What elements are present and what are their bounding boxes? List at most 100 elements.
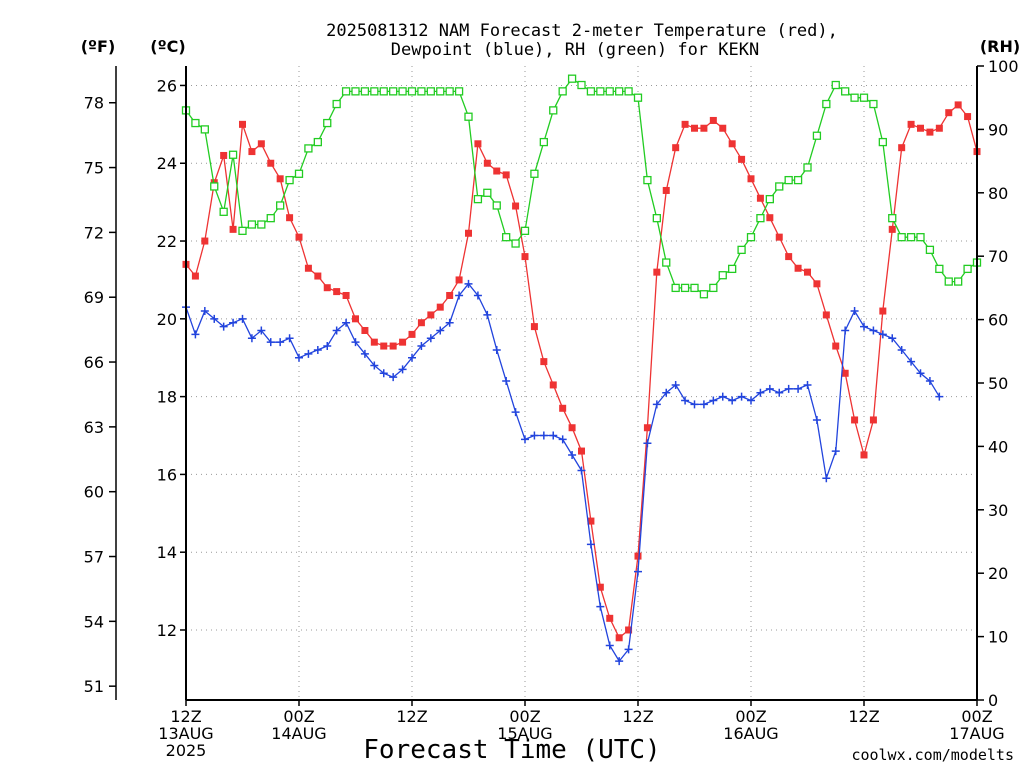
- grid-lines: [186, 66, 977, 700]
- data-point: [436, 303, 444, 311]
- data-point: [624, 645, 633, 654]
- data-point: [567, 74, 577, 83]
- data-point: [512, 202, 520, 210]
- fahrenheit-tick-label: 66: [84, 353, 104, 372]
- data-point: [728, 140, 736, 148]
- data-point: [963, 264, 972, 274]
- data-point: [634, 567, 642, 576]
- data-point: [474, 140, 482, 148]
- data-point: [304, 264, 312, 272]
- data-point: [492, 345, 501, 354]
- fahrenheit-tick-label: 72: [84, 223, 104, 242]
- data-point: [945, 109, 953, 117]
- data-point: [445, 87, 454, 96]
- data-point: [878, 137, 887, 147]
- data-point: [822, 99, 831, 109]
- celsius-tick-label: 22: [157, 232, 177, 251]
- data-point: [228, 150, 238, 159]
- data-point: [238, 314, 247, 323]
- data-point: [596, 87, 605, 96]
- data-point: [276, 338, 285, 347]
- data-point: [643, 424, 651, 432]
- data-point: [379, 369, 388, 378]
- data-point: [530, 431, 539, 440]
- data-point: [483, 310, 492, 319]
- data-point: [370, 338, 378, 346]
- data-point: [662, 186, 670, 194]
- data-point: [587, 517, 595, 525]
- data-point: [860, 322, 868, 331]
- data-point: [831, 80, 840, 90]
- x-tick-label: 17AUG: [949, 724, 1004, 743]
- data-point: [521, 253, 529, 261]
- data-point: [408, 353, 416, 362]
- unit-label-fahrenheit: (ºF): [81, 37, 116, 56]
- data-point: [897, 345, 906, 354]
- data-point: [624, 87, 633, 96]
- data-point: [718, 271, 727, 280]
- rh-tick-label: 20: [988, 564, 1008, 583]
- data-point: [398, 87, 407, 96]
- data-point: [493, 167, 501, 175]
- data-point: [549, 431, 558, 440]
- celsius-tick-label: 18: [157, 388, 177, 407]
- data-point: [643, 175, 652, 185]
- data-point: [559, 404, 567, 412]
- fahrenheit-tick-label: 57: [84, 548, 104, 567]
- data-point: [389, 87, 398, 96]
- x-axis-label: Forecast Time (UTC): [363, 735, 660, 765]
- x-tick-label: 15AUG: [497, 724, 552, 743]
- data-point: [285, 175, 294, 185]
- rh-tick-label: 70: [988, 247, 1008, 266]
- data-point: [502, 377, 511, 386]
- data-point: [257, 326, 266, 335]
- data-point: [333, 288, 341, 296]
- data-point: [916, 369, 925, 378]
- data-point: [238, 226, 247, 235]
- data-point: [483, 188, 492, 197]
- data-point: [266, 214, 275, 223]
- data-point: [323, 118, 332, 128]
- x-tick-label: 14AUG: [271, 724, 326, 743]
- data-point: [530, 323, 538, 331]
- data-point: [606, 614, 614, 622]
- data-point: [850, 93, 859, 102]
- data-point: [784, 175, 793, 185]
- data-point: [671, 380, 680, 389]
- data-point: [803, 163, 812, 172]
- data-point: [352, 315, 359, 323]
- data-point: [681, 120, 689, 128]
- data-point: [577, 80, 586, 90]
- data-point: [351, 87, 360, 96]
- celsius-tick-label: 26: [157, 76, 177, 95]
- data-point: [690, 283, 699, 293]
- fahrenheit-tick-label: 78: [84, 94, 104, 113]
- data-point: [681, 396, 690, 405]
- x-tick-label: 13AUG: [158, 724, 213, 743]
- data-point: [483, 159, 491, 167]
- data-point: [210, 182, 219, 191]
- fahrenheit-tick-label: 60: [84, 483, 104, 502]
- data-point: [775, 233, 783, 241]
- data-point: [765, 194, 774, 204]
- data-point: [568, 424, 576, 432]
- data-point: [596, 583, 604, 591]
- series-line: [185, 103, 978, 639]
- x-tick-label: 00Z: [509, 707, 540, 726]
- data-point: [906, 233, 916, 242]
- x-tick-label: 12Z: [622, 707, 653, 726]
- data-point: [229, 225, 237, 233]
- data-point: [869, 326, 878, 335]
- data-point: [360, 87, 370, 96]
- data-point: [841, 87, 850, 96]
- data-point: [342, 291, 350, 299]
- data-point: [295, 233, 303, 241]
- data-point: [266, 338, 275, 347]
- data-point: [916, 233, 925, 242]
- data-point: [728, 396, 737, 405]
- data-point: [926, 128, 934, 136]
- data-point: [436, 87, 445, 96]
- celsius-tick-label: 16: [157, 465, 177, 484]
- data-point: [850, 307, 859, 316]
- data-point: [191, 330, 200, 339]
